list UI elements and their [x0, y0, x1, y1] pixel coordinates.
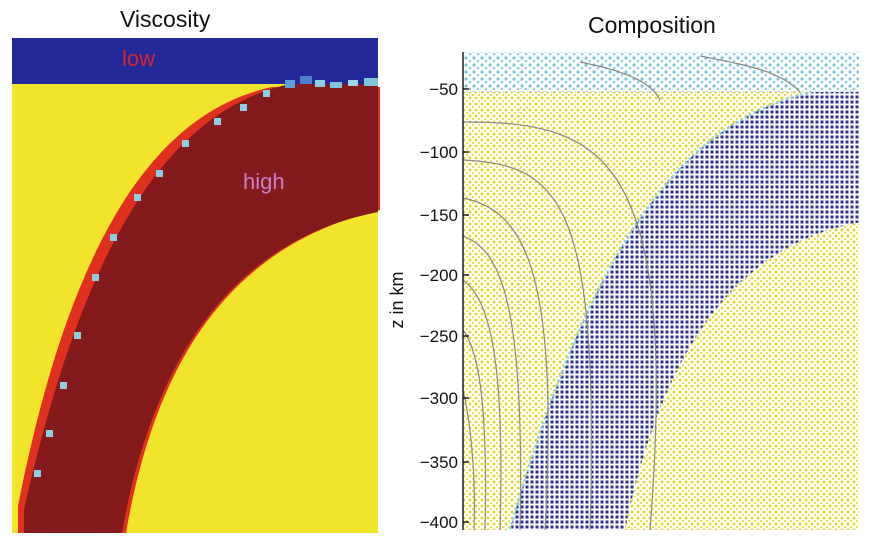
grid — [463, 52, 859, 530]
isotherms — [463, 55, 801, 530]
high-viscosity-slab — [24, 84, 378, 533]
slab-markers — [510, 92, 859, 530]
y-ticks — [463, 88, 469, 523]
viscosity-title: Viscosity — [120, 6, 211, 32]
y-tick-label: −250 — [420, 327, 458, 346]
composition-panel: −50 −100 −150 −200 −250 −300 −350 −400 z… — [387, 52, 859, 532]
y-tick-label: −50 — [429, 80, 458, 99]
y-tick-label: −150 — [420, 206, 458, 225]
weak-zone-cells — [34, 76, 378, 477]
y-axis-label: z in km — [387, 271, 407, 328]
y-tick-label: −200 — [420, 266, 458, 285]
y-tick-label: −400 — [420, 513, 458, 532]
y-tick-labels: −50 −100 −150 −200 −250 −300 −350 −400 — [420, 80, 458, 532]
low-viscosity-layer — [12, 38, 378, 84]
composition-title: Composition — [588, 12, 716, 38]
crust-markers — [463, 52, 859, 92]
y-tick-label: −300 — [420, 389, 458, 408]
high-label: high — [243, 169, 285, 194]
low-label: low — [122, 46, 155, 71]
y-tick-label: −100 — [420, 143, 458, 162]
y-tick-label: −350 — [420, 453, 458, 472]
viscosity-panel: low high — [12, 38, 380, 533]
